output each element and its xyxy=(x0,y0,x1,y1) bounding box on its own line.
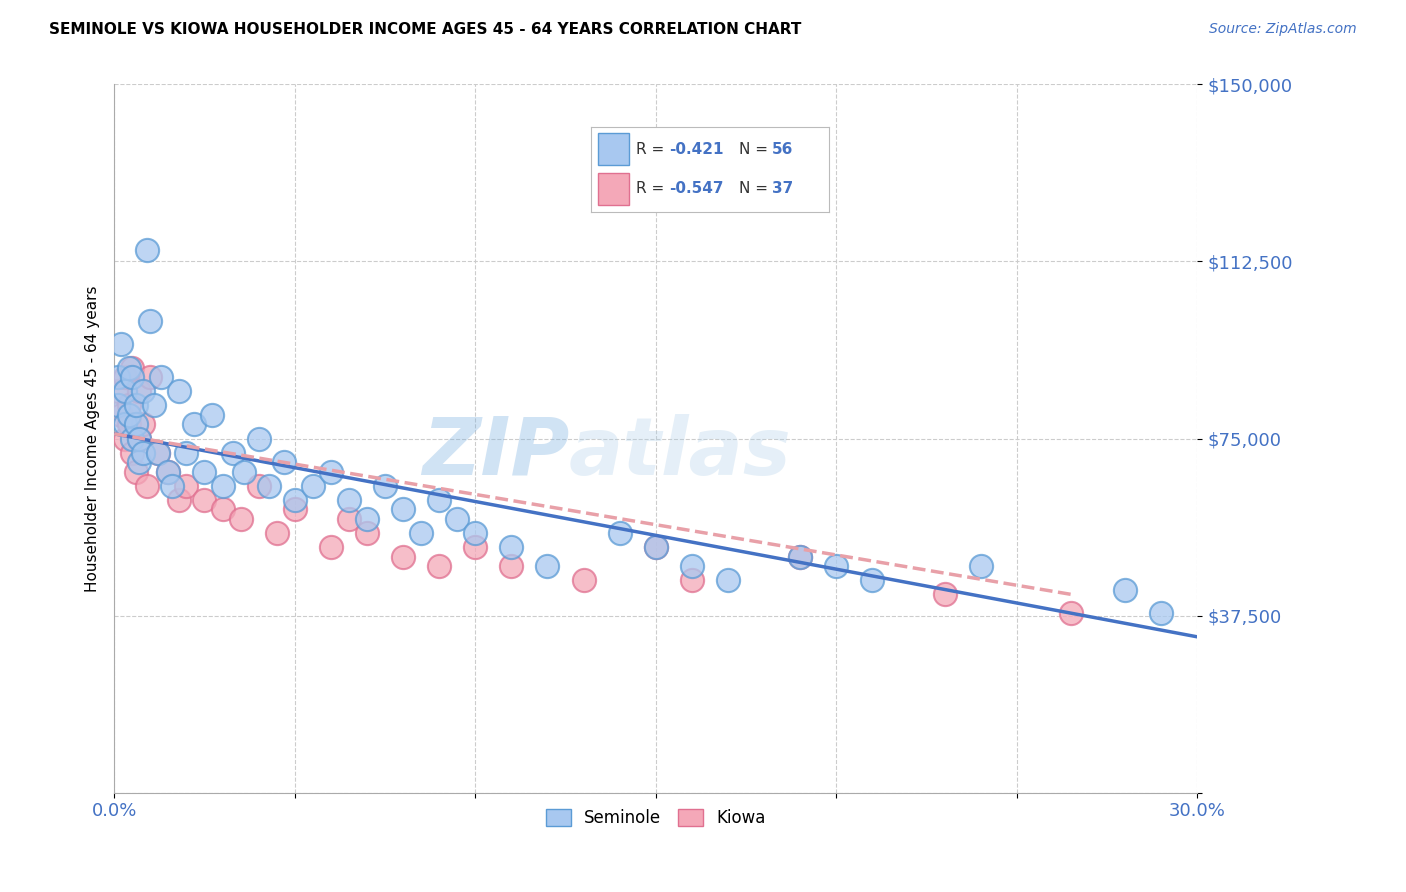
Point xyxy=(1150,606,1173,620)
Point xyxy=(146,446,169,460)
Point xyxy=(356,512,378,526)
Text: ZIP: ZIP xyxy=(422,414,569,491)
Point xyxy=(717,573,740,587)
Point xyxy=(427,559,450,574)
Point xyxy=(135,243,157,257)
Point xyxy=(150,370,173,384)
Point xyxy=(681,573,703,587)
Point xyxy=(167,384,190,399)
Point xyxy=(193,465,215,479)
Point xyxy=(128,455,150,469)
Point xyxy=(114,432,136,446)
Point xyxy=(121,432,143,446)
Point xyxy=(211,502,233,516)
Point xyxy=(117,360,139,375)
Point xyxy=(409,526,432,541)
Point xyxy=(139,313,162,327)
Point xyxy=(609,526,631,541)
Point xyxy=(319,540,342,554)
Point xyxy=(392,549,415,564)
Point xyxy=(117,417,139,432)
Point xyxy=(114,417,136,432)
Point xyxy=(121,446,143,460)
Point xyxy=(110,337,132,351)
Point xyxy=(183,417,205,432)
Point xyxy=(193,492,215,507)
Point xyxy=(222,446,245,460)
Point xyxy=(259,479,281,493)
Point xyxy=(1060,606,1083,620)
Point xyxy=(934,587,956,601)
Point xyxy=(121,370,143,384)
Point xyxy=(427,492,450,507)
Point xyxy=(266,526,288,541)
Point xyxy=(825,559,848,574)
Point xyxy=(446,512,468,526)
Point xyxy=(201,408,224,422)
Point xyxy=(211,479,233,493)
Point xyxy=(644,540,666,554)
Point xyxy=(970,559,993,574)
Y-axis label: Householder Income Ages 45 - 64 years: Householder Income Ages 45 - 64 years xyxy=(86,285,100,591)
Point xyxy=(176,446,198,460)
Point xyxy=(128,432,150,446)
Text: SEMINOLE VS KIOWA HOUSEHOLDER INCOME AGES 45 - 64 YEARS CORRELATION CHART: SEMINOLE VS KIOWA HOUSEHOLDER INCOME AGE… xyxy=(49,22,801,37)
Point xyxy=(107,384,129,399)
Point xyxy=(107,370,129,384)
Text: Source: ZipAtlas.com: Source: ZipAtlas.com xyxy=(1209,22,1357,37)
Point xyxy=(114,384,136,399)
Point xyxy=(536,559,558,574)
Point xyxy=(247,479,270,493)
Point xyxy=(572,573,595,587)
Point xyxy=(132,446,155,460)
Point xyxy=(157,465,180,479)
Point xyxy=(121,360,143,375)
Point xyxy=(117,408,139,422)
Point xyxy=(160,479,183,493)
Point xyxy=(374,479,396,493)
Point xyxy=(107,399,129,413)
Point xyxy=(132,417,155,432)
Point xyxy=(319,465,342,479)
Point xyxy=(117,399,139,413)
Point xyxy=(146,446,169,460)
Point xyxy=(501,559,523,574)
Point xyxy=(128,384,150,399)
Text: atlas: atlas xyxy=(569,414,792,491)
Point xyxy=(233,465,256,479)
Point xyxy=(284,492,307,507)
Point xyxy=(176,479,198,493)
Point xyxy=(135,479,157,493)
Point xyxy=(125,465,148,479)
Point xyxy=(125,399,148,413)
Point xyxy=(247,432,270,446)
Point xyxy=(157,465,180,479)
Point xyxy=(167,492,190,507)
Point xyxy=(356,526,378,541)
Point xyxy=(128,432,150,446)
Point xyxy=(464,526,486,541)
Point xyxy=(464,540,486,554)
Legend: Seminole, Kiowa: Seminole, Kiowa xyxy=(538,803,772,834)
Point xyxy=(392,502,415,516)
Point xyxy=(860,573,883,587)
Point xyxy=(501,540,523,554)
Point xyxy=(337,512,360,526)
Point xyxy=(681,559,703,574)
Point xyxy=(114,370,136,384)
Point xyxy=(229,512,252,526)
Point xyxy=(142,399,165,413)
Point xyxy=(139,370,162,384)
Point xyxy=(1114,582,1136,597)
Point xyxy=(273,455,295,469)
Point xyxy=(284,502,307,516)
Point xyxy=(110,408,132,422)
Point xyxy=(125,417,148,432)
Point xyxy=(644,540,666,554)
Point xyxy=(301,479,323,493)
Point xyxy=(337,492,360,507)
Point xyxy=(789,549,811,564)
Point xyxy=(789,549,811,564)
Point xyxy=(132,384,155,399)
